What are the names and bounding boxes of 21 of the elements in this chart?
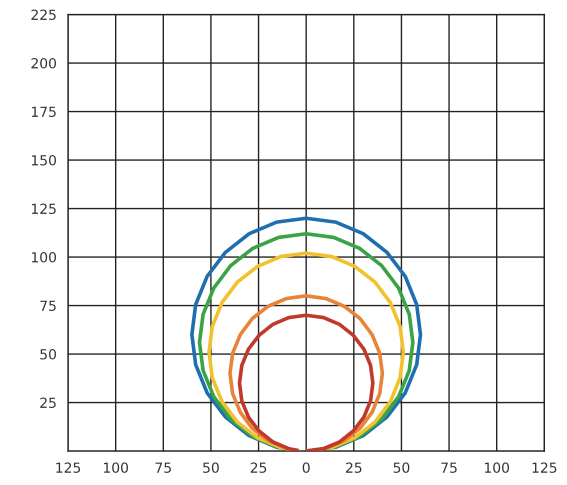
x-tick-label: 0	[302, 462, 310, 473]
x-tick-label: 100	[484, 462, 510, 473]
x-tick-label: 125	[56, 462, 80, 473]
line-series	[238, 313, 375, 452]
x-tick-label: 100	[104, 462, 128, 473]
x-tick-label: 50	[203, 462, 219, 473]
x-tick-label: 50	[394, 462, 410, 473]
y-tick-label: 225	[31, 10, 56, 20]
x-tick-label: 125	[532, 462, 556, 473]
y-tick-label: 125	[32, 204, 56, 214]
x-tick-label: 25	[346, 462, 362, 473]
x-tick-label: 75	[156, 462, 171, 473]
y-tick-label: 175	[32, 106, 56, 118]
y-tick-label: 50	[40, 349, 56, 360]
x-tick-label: 25	[250, 462, 266, 473]
y-tick-label: 100	[32, 252, 56, 263]
y-tick-label: 200	[31, 58, 56, 69]
y-tick-label: 25	[40, 398, 56, 408]
y-tick-label: 75	[40, 300, 56, 312]
x-tick-label: 75	[441, 462, 457, 473]
y-tick-label: 150	[32, 155, 56, 166]
